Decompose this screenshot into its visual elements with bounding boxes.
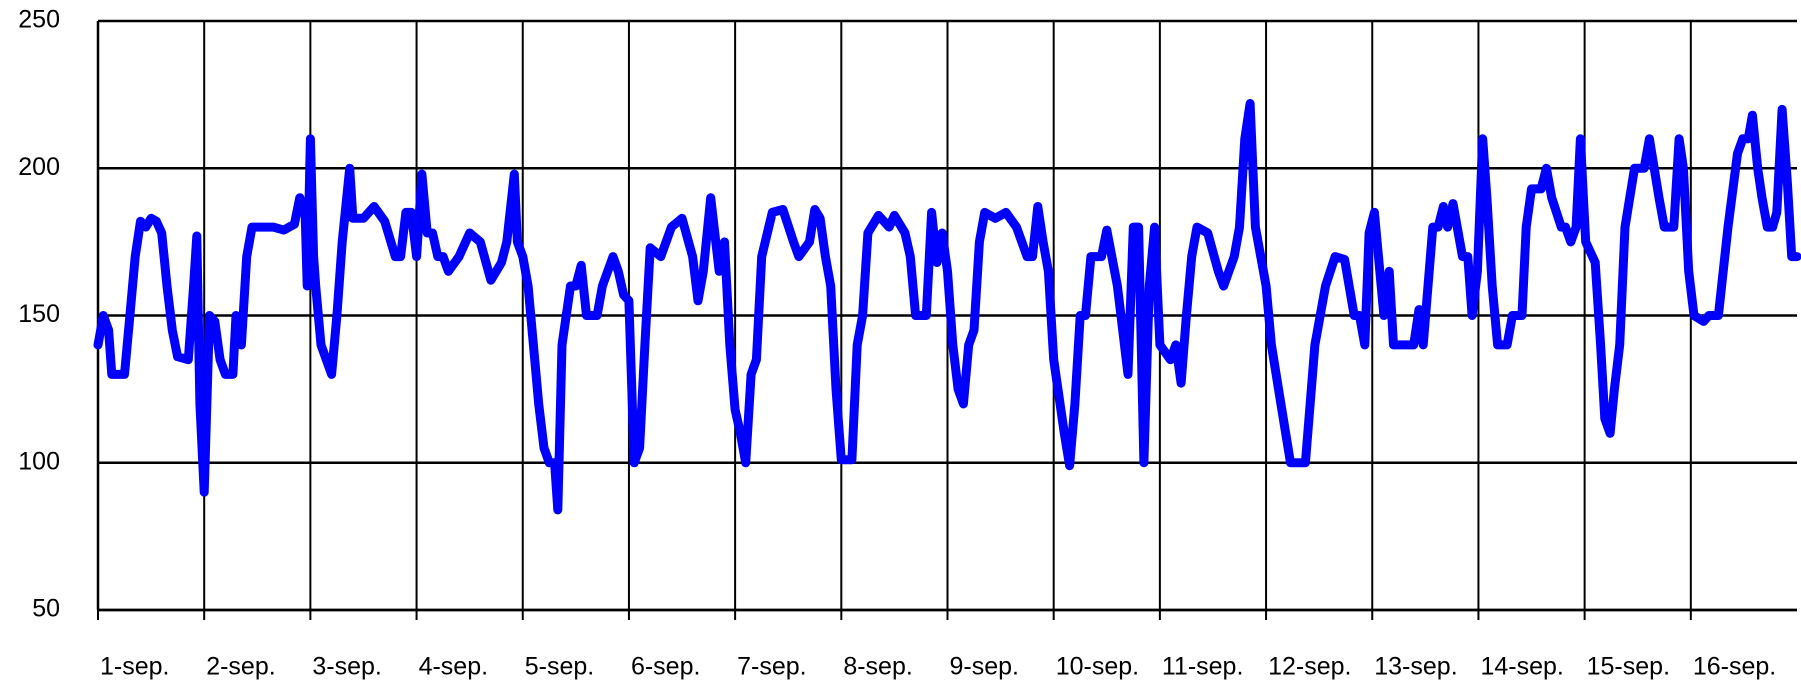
x-tick-label: 8-sep. <box>843 653 912 681</box>
x-tick-label: 1-sep. <box>100 653 169 681</box>
x-tick-label: 5-sep. <box>525 653 594 681</box>
y-tick-label: 150 <box>18 300 60 328</box>
x-tick-label: 16-sep. <box>1693 653 1776 681</box>
x-tick-label: 13-sep. <box>1374 653 1457 681</box>
y-tick-label: 50 <box>32 595 60 623</box>
y-tick-label: 250 <box>18 6 60 34</box>
y-tick-label: 200 <box>18 153 60 181</box>
x-tick-label: 12-sep. <box>1268 653 1351 681</box>
x-tick-label: 4-sep. <box>419 653 488 681</box>
x-tick-label: 9-sep. <box>950 653 1019 681</box>
y-tick-label: 100 <box>18 447 60 475</box>
x-tick-label: 15-sep. <box>1587 653 1670 681</box>
x-tick-label: 10-sep. <box>1056 653 1139 681</box>
x-tick-label: 14-sep. <box>1480 653 1563 681</box>
x-tick-label: 3-sep. <box>312 653 381 681</box>
tick-labels: 50 100 150 200 250 1-sep. 2-sep. 3-sep. 4-sep. 5-… <box>18 6 1776 681</box>
x-tick-label: 2-sep. <box>206 653 275 681</box>
x-tick-label: 11-sep. <box>1162 653 1244 681</box>
x-tick-label: 7-sep. <box>737 653 806 681</box>
grid <box>96 19 1797 620</box>
plot-area <box>93 99 1801 515</box>
x-tick-label: 6-sep. <box>631 653 700 681</box>
data-line <box>93 99 1801 515</box>
